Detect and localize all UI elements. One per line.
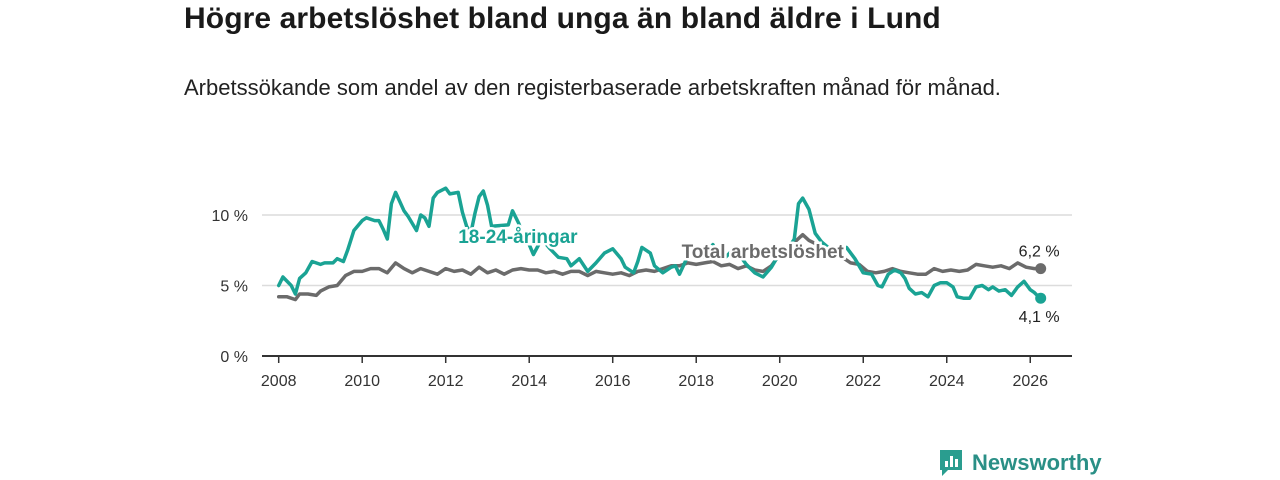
series-line-total-end-marker [1035, 263, 1047, 275]
end-label-youth: 4,1 % [1019, 309, 1060, 326]
chart-title: Högre arbetslöshet bland unga än bland ä… [184, 2, 941, 35]
x-tick-label: 2012 [428, 373, 464, 390]
x-tick-label: 2018 [678, 373, 714, 390]
series-labels: 18-24-åringar Total arbetslöshet 4,1 % 6… [456, 225, 1060, 326]
x-tick-label: 2026 [1012, 373, 1048, 390]
brand-name: Newsworthy [972, 450, 1102, 475]
grid-lines: 0 % 5 % 10 % [212, 208, 1072, 366]
series-lines [276, 186, 1047, 304]
x-tick-label: 2014 [511, 373, 547, 390]
series-line-youth [276, 186, 1043, 300]
x-tick-label: 2010 [344, 373, 380, 390]
chart-bubble-icon [940, 450, 962, 476]
x-tick-label: 2022 [845, 373, 881, 390]
x-tick-label: 2016 [595, 373, 631, 390]
y-tick-label: 10 % [212, 208, 248, 225]
series-line-total [276, 232, 1043, 302]
y-tick-label: 5 % [220, 279, 248, 296]
series-line-youth-end-marker [1035, 292, 1047, 304]
chart-subtitle: Arbetssökande som andel av den registerb… [184, 75, 1001, 100]
series-label-youth: 18-24-åringar [458, 227, 578, 248]
x-tick-label: 2024 [929, 373, 965, 390]
y-tick-label: 0 % [220, 349, 248, 366]
x-axis: 2008 2010 2012 2014 2016 2018 2020 2022 2024 2026 [261, 355, 1072, 390]
end-label-total: 6,2 % [1019, 244, 1060, 261]
newsworthy-logo: Newsworthy [938, 448, 1102, 478]
x-tick-label: 2008 [261, 373, 297, 390]
x-tick-label: 2020 [762, 373, 798, 390]
series-label-total: Total arbetslöshet [682, 242, 845, 263]
